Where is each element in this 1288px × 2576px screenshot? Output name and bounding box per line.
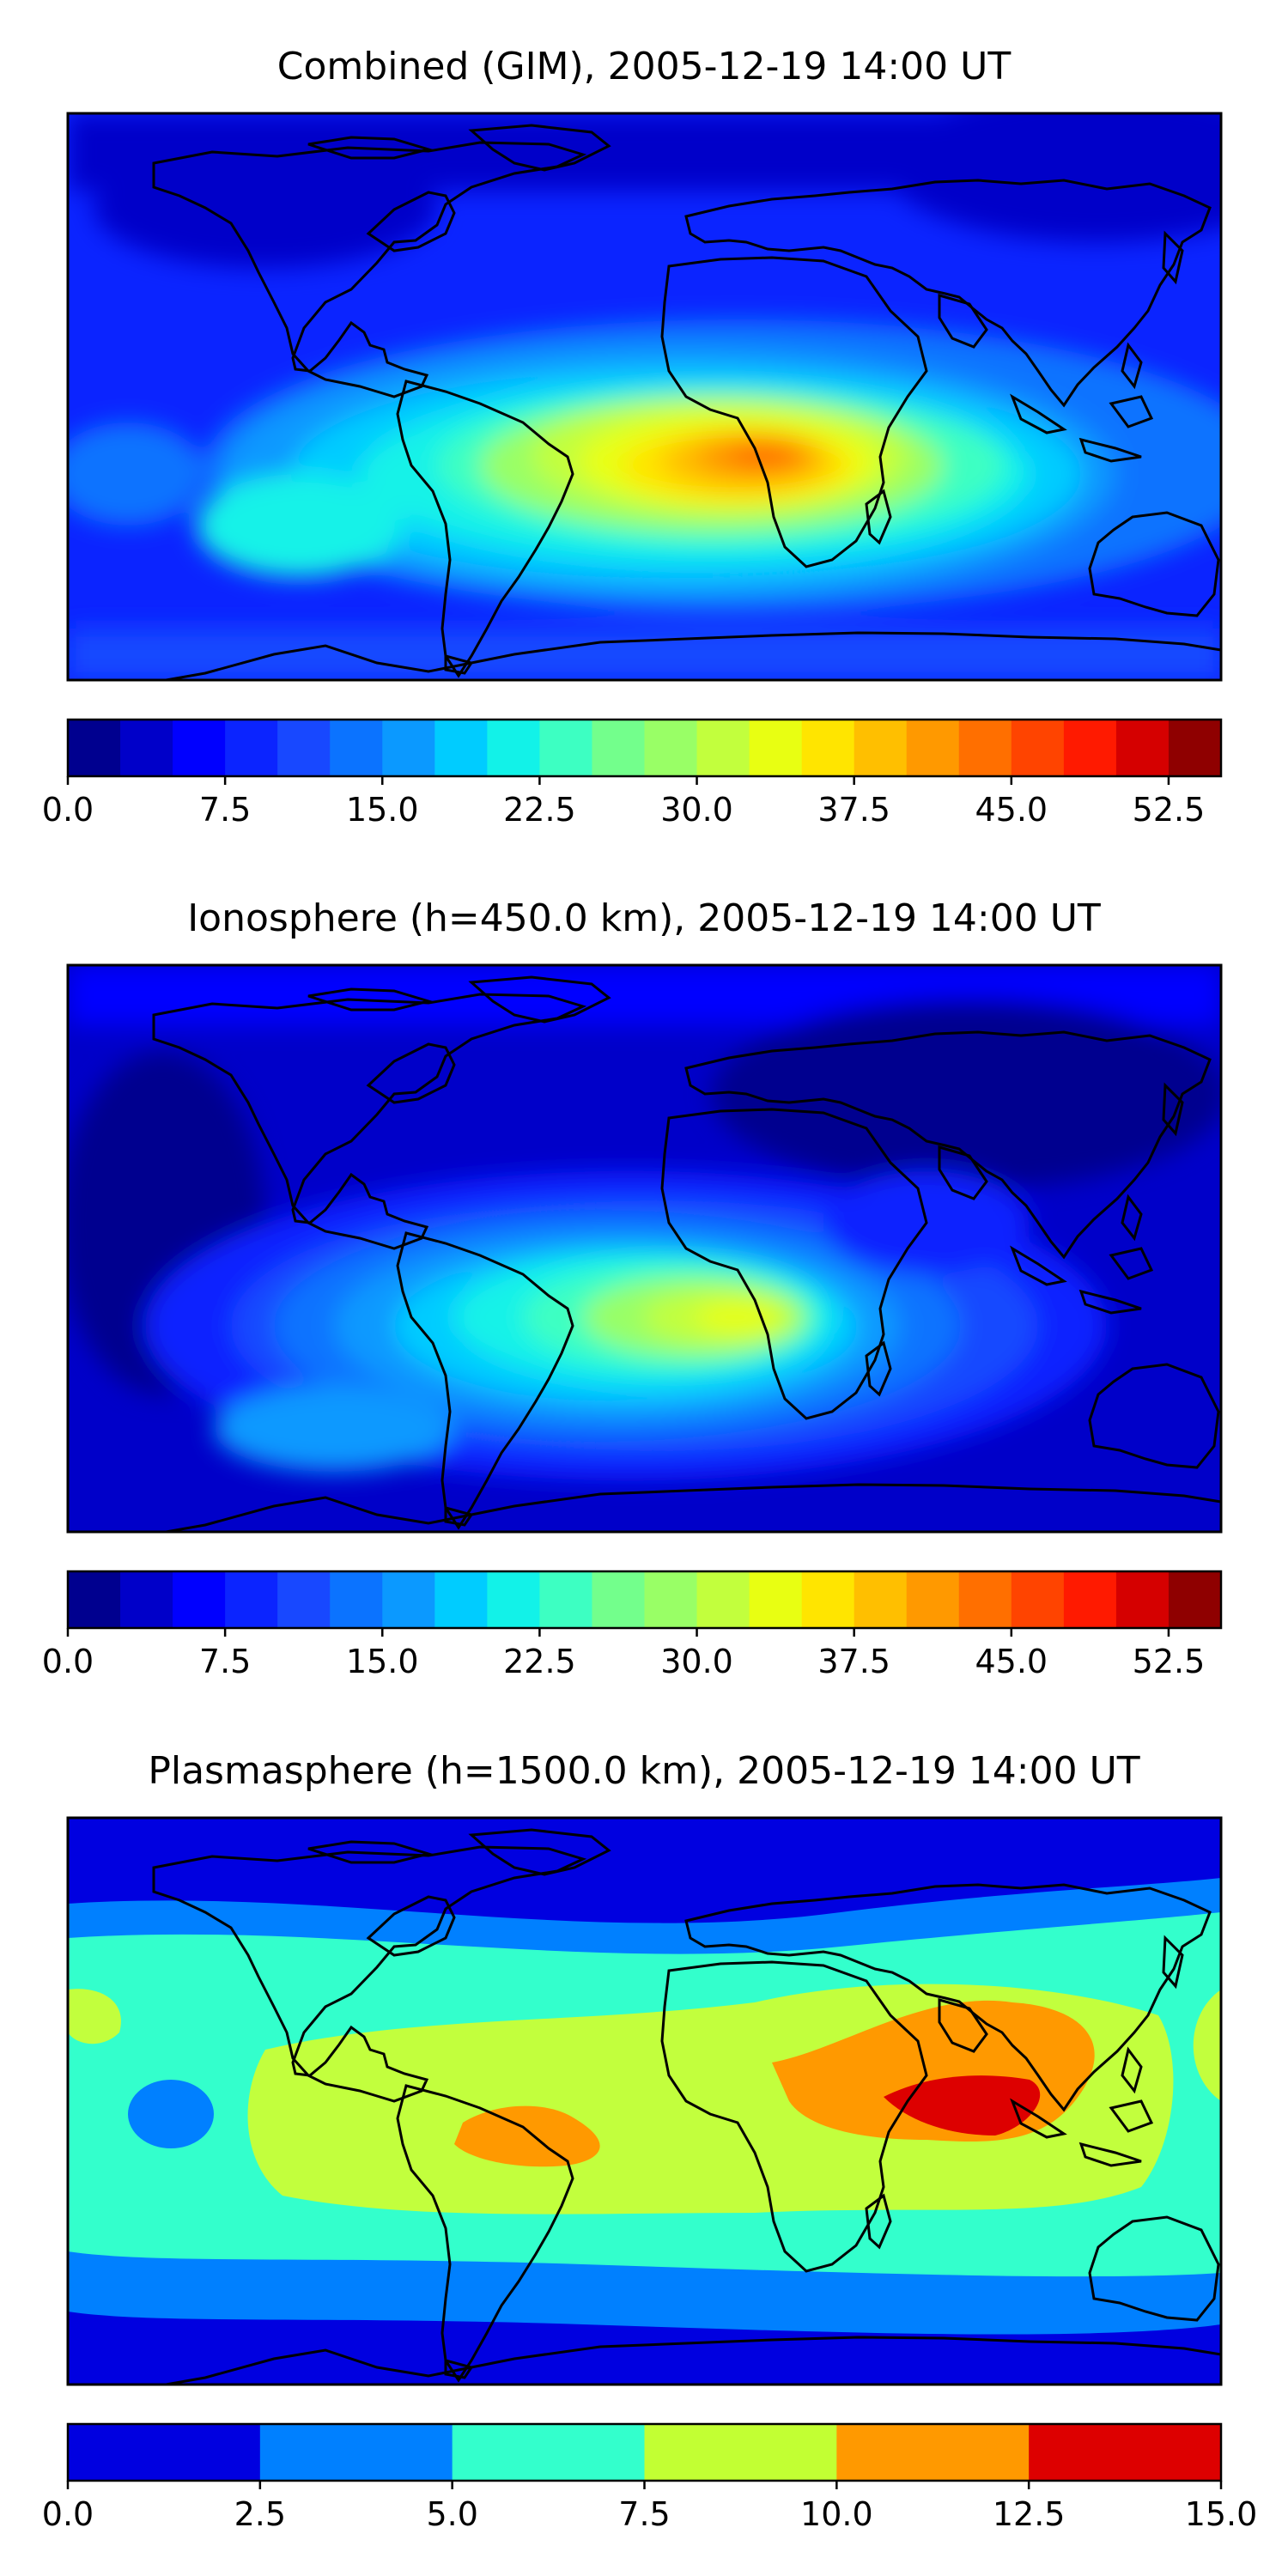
chart2-colorbar: 0.0 7.5 15.0 22.5 30.0 37.5 45.0 52.5	[42, 1570, 1223, 1680]
colorbar-segment	[539, 1571, 593, 1628]
colorbar-segment	[592, 720, 646, 776]
chart2-map	[68, 965, 1221, 1532]
colorbar-segment	[958, 720, 1012, 776]
colorbar-segment	[1063, 1571, 1117, 1628]
colorbar-tick-label: 45.0	[975, 1643, 1048, 1680]
chart2-frame	[66, 963, 1223, 1534]
colorbar-tick-label: 30.0	[660, 791, 733, 829]
colorbar-tick-label: 2.5	[234, 2495, 286, 2533]
chart3-title: Plasmasphere (h=1500.0 km), 2005-12-19 1…	[148, 1749, 1139, 1793]
colorbar-segment	[259, 2424, 453, 2481]
colorbar-tick-label: 0.0	[42, 791, 94, 829]
colorbar-segment	[120, 1571, 173, 1628]
colorbar-segment	[68, 720, 121, 776]
colorbar-segment	[1168, 1571, 1222, 1628]
colorbar-segment	[696, 1571, 750, 1628]
colorbar-segment	[801, 1571, 855, 1628]
colorbar-segment	[592, 1571, 646, 1628]
colorbar-segment	[906, 720, 960, 776]
chart3-frame	[66, 1816, 1223, 2386]
colorbar-segment	[1063, 720, 1117, 776]
colorbar-segment	[749, 720, 803, 776]
colorbar-segment	[1029, 2424, 1222, 2481]
colorbar-segment	[644, 1571, 698, 1628]
colorbar-tick-label: 45.0	[975, 791, 1048, 829]
colorbar-tick-label: 15.0	[1185, 2495, 1258, 2533]
colorbar-segment	[120, 720, 173, 776]
colorbar-segment	[434, 1571, 489, 1628]
chart2-title: Ionosphere (h=450.0 km), 2005-12-19 14:0…	[187, 896, 1101, 940]
colorbar-segment	[854, 720, 908, 776]
colorbar-tick-label: 12.5	[993, 2495, 1066, 2533]
colorbar-segment	[749, 1571, 803, 1628]
colorbar-tick-label: 37.5	[817, 791, 890, 829]
chart3-map	[68, 1818, 1221, 2385]
colorbar-segment	[277, 720, 331, 776]
colorbar-segment	[68, 2424, 261, 2481]
colorbar-segment	[1115, 720, 1170, 776]
colorbar-segment	[487, 1571, 541, 1628]
colorbar-segment	[382, 1571, 436, 1628]
colorbar-segment	[330, 1571, 384, 1628]
colorbar-segment	[644, 720, 698, 776]
colorbar-tick-label: 30.0	[660, 1643, 733, 1680]
colorbar-tick-label: 15.0	[346, 791, 419, 829]
colorbar-segment	[644, 2424, 838, 2481]
colorbar-tick-label: 7.5	[199, 1643, 251, 1680]
colorbar-segment	[173, 1571, 226, 1628]
colorbar-segment	[801, 720, 855, 776]
colorbar-tick-label: 52.5	[1133, 791, 1206, 829]
colorbar-tick-label: 37.5	[817, 1643, 890, 1680]
chart1-frame	[66, 112, 1223, 682]
chart1-title: Combined (GIM), 2005-12-19 14:00 UT	[277, 45, 1012, 88]
colorbar-segment	[836, 2424, 1030, 2481]
colorbar-segment	[434, 720, 489, 776]
colorbar-segment	[330, 720, 384, 776]
colorbar-segment	[487, 720, 541, 776]
colorbar-segment	[225, 1571, 278, 1628]
colorbar-tick-label: 5.0	[426, 2495, 477, 2533]
colorbar-segment	[225, 720, 278, 776]
colorbar-tick-label: 7.5	[618, 2495, 670, 2533]
colorbar-segment	[539, 720, 593, 776]
colorbar-tick-label: 15.0	[346, 1643, 419, 1680]
colorbar-tick-label: 0.0	[42, 1643, 94, 1680]
colorbar-frame	[66, 1570, 1223, 1630]
colorbar-segment	[173, 720, 226, 776]
colorbar-segment	[1115, 1571, 1170, 1628]
colorbar-tick-label: 0.0	[42, 2495, 94, 2533]
colorbar-tick-label: 7.5	[199, 791, 251, 829]
colorbar-frame	[66, 718, 1223, 778]
colorbar-segment	[452, 2424, 646, 2481]
colorbar-segment	[1011, 1571, 1065, 1628]
colorbar-segment	[1011, 720, 1065, 776]
colorbar-tick-label: 22.5	[503, 791, 576, 829]
colorbar-tick-label: 22.5	[503, 1643, 576, 1680]
colorbar-segment	[958, 1571, 1012, 1628]
colorbar-tick-label: 10.0	[800, 2495, 873, 2533]
colorbar-segment	[1168, 720, 1222, 776]
colorbar-segment	[906, 1571, 960, 1628]
colorbar-tick-label: 52.5	[1133, 1643, 1206, 1680]
chart3-colorbar: 0.0 2.5 5.0 7.5 10.0 12.5 15.0	[42, 2422, 1258, 2533]
colorbar-segment	[382, 720, 436, 776]
colorbar-segment	[68, 1571, 121, 1628]
colorbar-segment	[854, 1571, 908, 1628]
colorbar-segment	[696, 720, 750, 776]
chart1-map	[68, 113, 1221, 680]
colorbar-segment	[277, 1571, 331, 1628]
chart1-colorbar: 0.0 7.5 15.0 22.5 30.0 37.5 45.0 52.5	[42, 718, 1223, 829]
